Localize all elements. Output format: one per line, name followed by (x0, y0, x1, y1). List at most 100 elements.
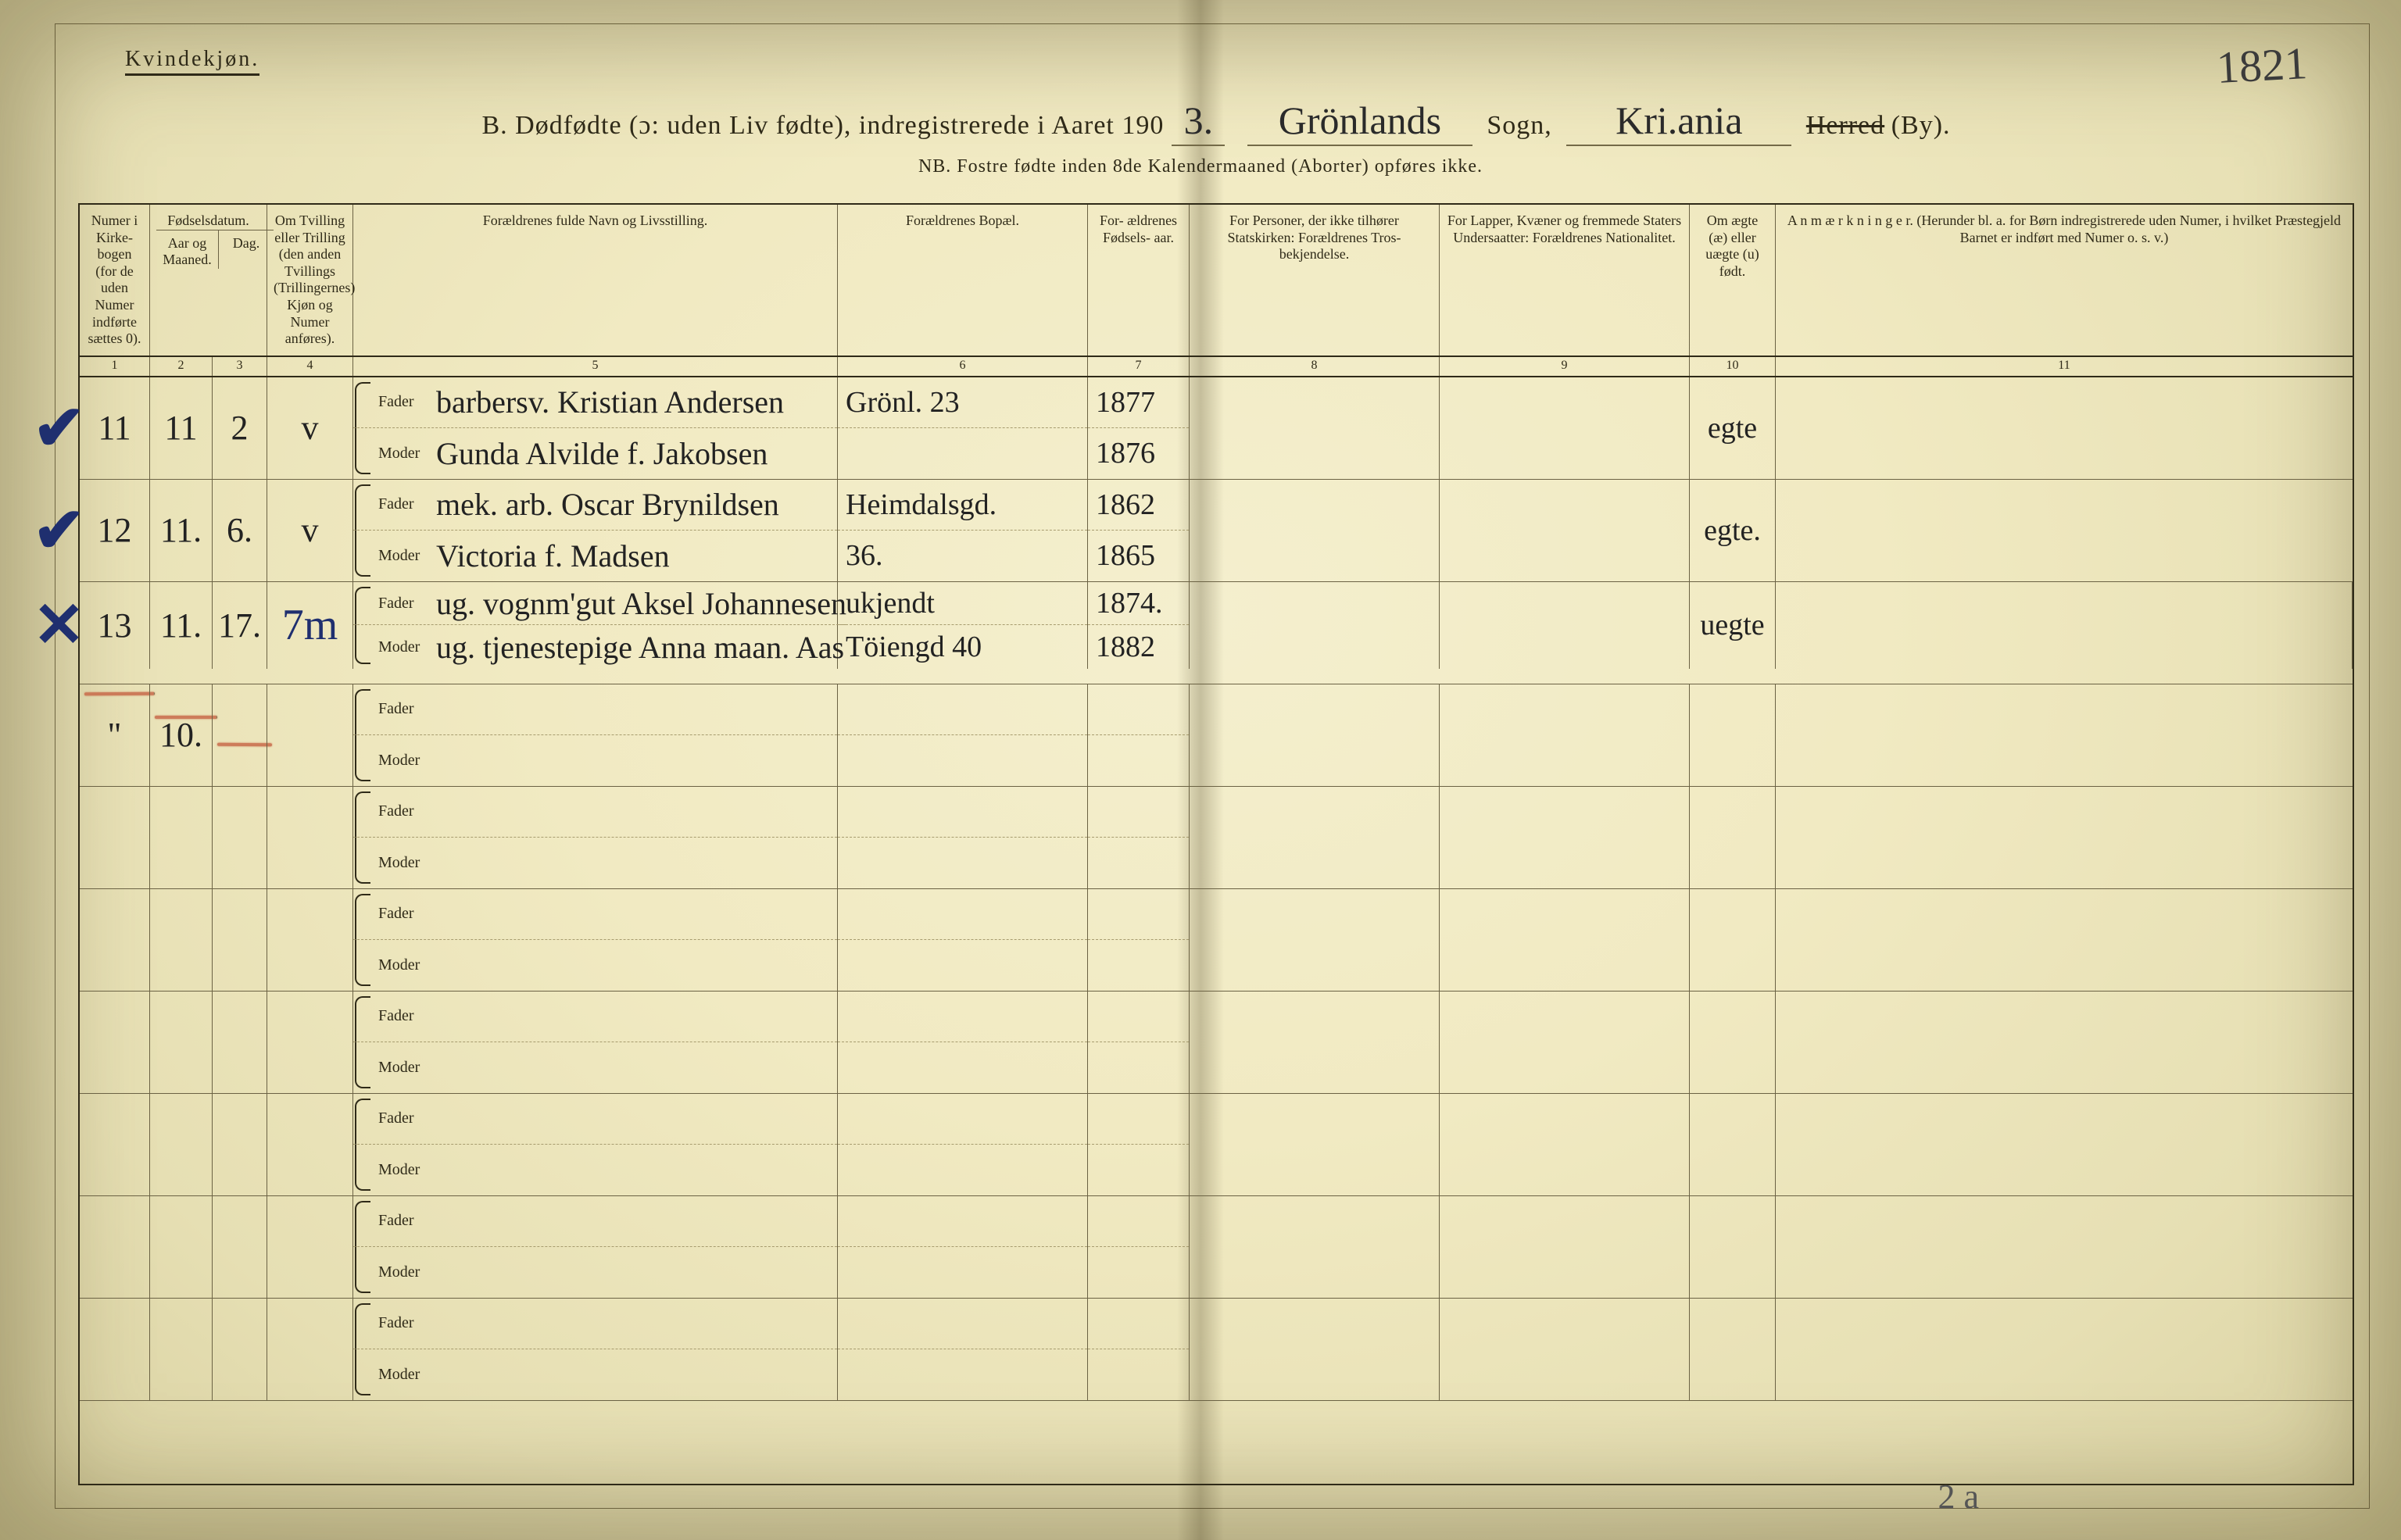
cell-aar-maaned: 11. (150, 480, 213, 581)
cell-fodselsaar (1088, 1094, 1190, 1195)
cell-numer (80, 992, 150, 1093)
bopael-text: Heimdalsgd. (846, 488, 997, 522)
parent-label: Fader (378, 1314, 436, 1332)
cell-foraeldre-navn: Fader Moder (353, 992, 838, 1093)
cell-anmaerkninger (1776, 582, 2353, 669)
cell-nationalitet (1440, 1299, 1690, 1400)
cell-tvilling (267, 1094, 353, 1195)
gender-label: Kvindekjøn. (125, 47, 259, 76)
colnum-7: 7 (1088, 357, 1190, 376)
parent-row-moder: ModerGunda Alvilde f. Jakobsen (353, 428, 837, 479)
cell-foraeldre-navn: FaderModer (353, 684, 838, 786)
herred-label-stricken: Herred (1806, 111, 1884, 140)
parent-name-text: mek. arb. Oscar Brynildsen (436, 486, 779, 523)
cell-fodselsaar: 1874.1882 (1088, 582, 1190, 669)
parent-row-fader: Fader (353, 1196, 837, 1247)
cell-fodselsaar (1088, 889, 1190, 991)
cell-aegte: uegte (1690, 582, 1776, 669)
fodselsaar-subrow (1088, 1042, 1189, 1093)
cell-trosbekjendelse (1190, 1094, 1440, 1195)
parent-row-fader: Fader (353, 1094, 837, 1145)
cell-foraeldre-navn: Faderbarbersv. Kristian AndersenModerGun… (353, 377, 838, 479)
parent-row-fader: Fadermek. arb. Oscar Brynildsen (353, 480, 837, 531)
cell-aegte (1690, 1196, 1776, 1298)
cell-trosbekjendelse (1190, 889, 1440, 991)
fodselsaar-subrow: 1877 (1088, 377, 1189, 428)
parent-row-fader: Faderug. vognm'gut Aksel Johannesen (353, 582, 846, 626)
by-label: (By). (1891, 111, 1951, 140)
cell-dag (213, 1196, 267, 1298)
fodselsaar-subrow: 1876 (1088, 428, 1189, 479)
fodselsaar-subrow: 1865 (1088, 531, 1189, 581)
bopael-text: Grönl. 23 (846, 385, 960, 420)
cell-anmaerkninger (1776, 889, 2353, 991)
cell-numer (80, 1299, 150, 1400)
cell-aar-maaned: 11. (150, 582, 213, 669)
fodselsaar-subrow (1088, 1247, 1189, 1298)
bopael-subrow (838, 1042, 1087, 1093)
table-row: 13✕11.17.7mFaderug. vognm'gut Aksel Joha… (80, 582, 2353, 684)
parent-name-text: Gunda Alvilde f. Jakobsen (436, 435, 768, 472)
cell-trosbekjendelse (1190, 787, 1440, 888)
parent-label: Fader (378, 1109, 436, 1127)
colnum-11: 11 (1776, 357, 2353, 376)
page-number-handwritten: 1821 (2215, 37, 2308, 94)
parent-label: Moder (378, 1059, 436, 1077)
bopael-subrow: Töiengd 40 (838, 625, 1087, 669)
cell-bopael (838, 787, 1088, 888)
parent-label: Fader (378, 1212, 436, 1230)
fodselsaar-subrow (1088, 787, 1189, 838)
cell-bopael: ukjendtTöiengd 40 (838, 582, 1088, 669)
cell-bopael (838, 992, 1088, 1093)
table-row: FaderModer (80, 1299, 2353, 1401)
margin-checkmark: ✔ (33, 494, 85, 567)
bopael-text: 36. (846, 538, 883, 573)
cell-dag: 2 (213, 377, 267, 479)
colnum-9: 9 (1440, 357, 1690, 376)
table-row: FaderModer (80, 787, 2353, 889)
cell-bopael (838, 684, 1088, 786)
cell-anmaerkninger (1776, 684, 2353, 786)
sogn-hand: Grönlands (1247, 98, 1472, 146)
fodselsaar-text: 1874. (1096, 586, 1163, 620)
parent-label: Moder (378, 1161, 436, 1179)
bopael-subrow (838, 1247, 1087, 1298)
hdr-col-10: Om ægte (æ) eller uægte (u) født. (1690, 205, 1776, 356)
hdr-col-fodsels: Fødselsdatum. Aar og Maaned. Dag. (150, 205, 267, 356)
fodselsaar-subrow (1088, 940, 1189, 991)
hdr-col-7: For- ældrenes Fødsels- aar. (1088, 205, 1190, 356)
parent-label: Fader (378, 495, 436, 513)
parent-name-text: ug. vognm'gut Aksel Johannesen (436, 585, 846, 622)
cell-bopael (838, 889, 1088, 991)
sogn-label: Sogn, (1487, 111, 1551, 140)
cell-trosbekjendelse (1190, 377, 1440, 479)
bopael-subrow: Heimdalsgd. (838, 480, 1087, 531)
hdr-fodselsdatum: Fødselsdatum. (156, 213, 260, 230)
cell-numer: 12✔ (80, 480, 150, 581)
cell-bopael (838, 1094, 1088, 1195)
hdr-col-4: Om Tvilling eller Trilling (den anden Tv… (267, 205, 353, 356)
cell-bopael: Heimdalsgd. 36. (838, 480, 1088, 581)
table-row: FaderModer (80, 889, 2353, 992)
cell-aar-maaned: 11 (150, 377, 213, 479)
table-row: 11✔112vFaderbarbersv. Kristian AndersenM… (80, 377, 2353, 480)
cell-nationalitet (1440, 889, 1690, 991)
parent-label: Moder (378, 445, 436, 463)
cell-nationalitet (1440, 992, 1690, 1093)
cell-anmaerkninger (1776, 1196, 2353, 1298)
fodselsaar-subrow (1088, 684, 1189, 735)
cell-trosbekjendelse (1190, 684, 1440, 786)
bopael-subrow (838, 684, 1087, 735)
cell-aar-maaned (150, 1196, 213, 1298)
fodselsaar-subrow (1088, 889, 1189, 940)
cell-dag (213, 889, 267, 991)
table-row: Fader Moder (80, 1094, 2353, 1196)
cell-fodselsaar (1088, 787, 1190, 888)
colnum-8: 8 (1190, 357, 1440, 376)
bopael-subrow (838, 1196, 1087, 1247)
fodselsaar-subrow (1088, 1094, 1189, 1145)
parent-row-fader: Fader (353, 992, 837, 1042)
cell-aegte (1690, 1094, 1776, 1195)
parent-name-text: ug. tjenestepige Anna maan. Aas (436, 629, 844, 666)
parent-row-fader: Fader (353, 1299, 837, 1349)
